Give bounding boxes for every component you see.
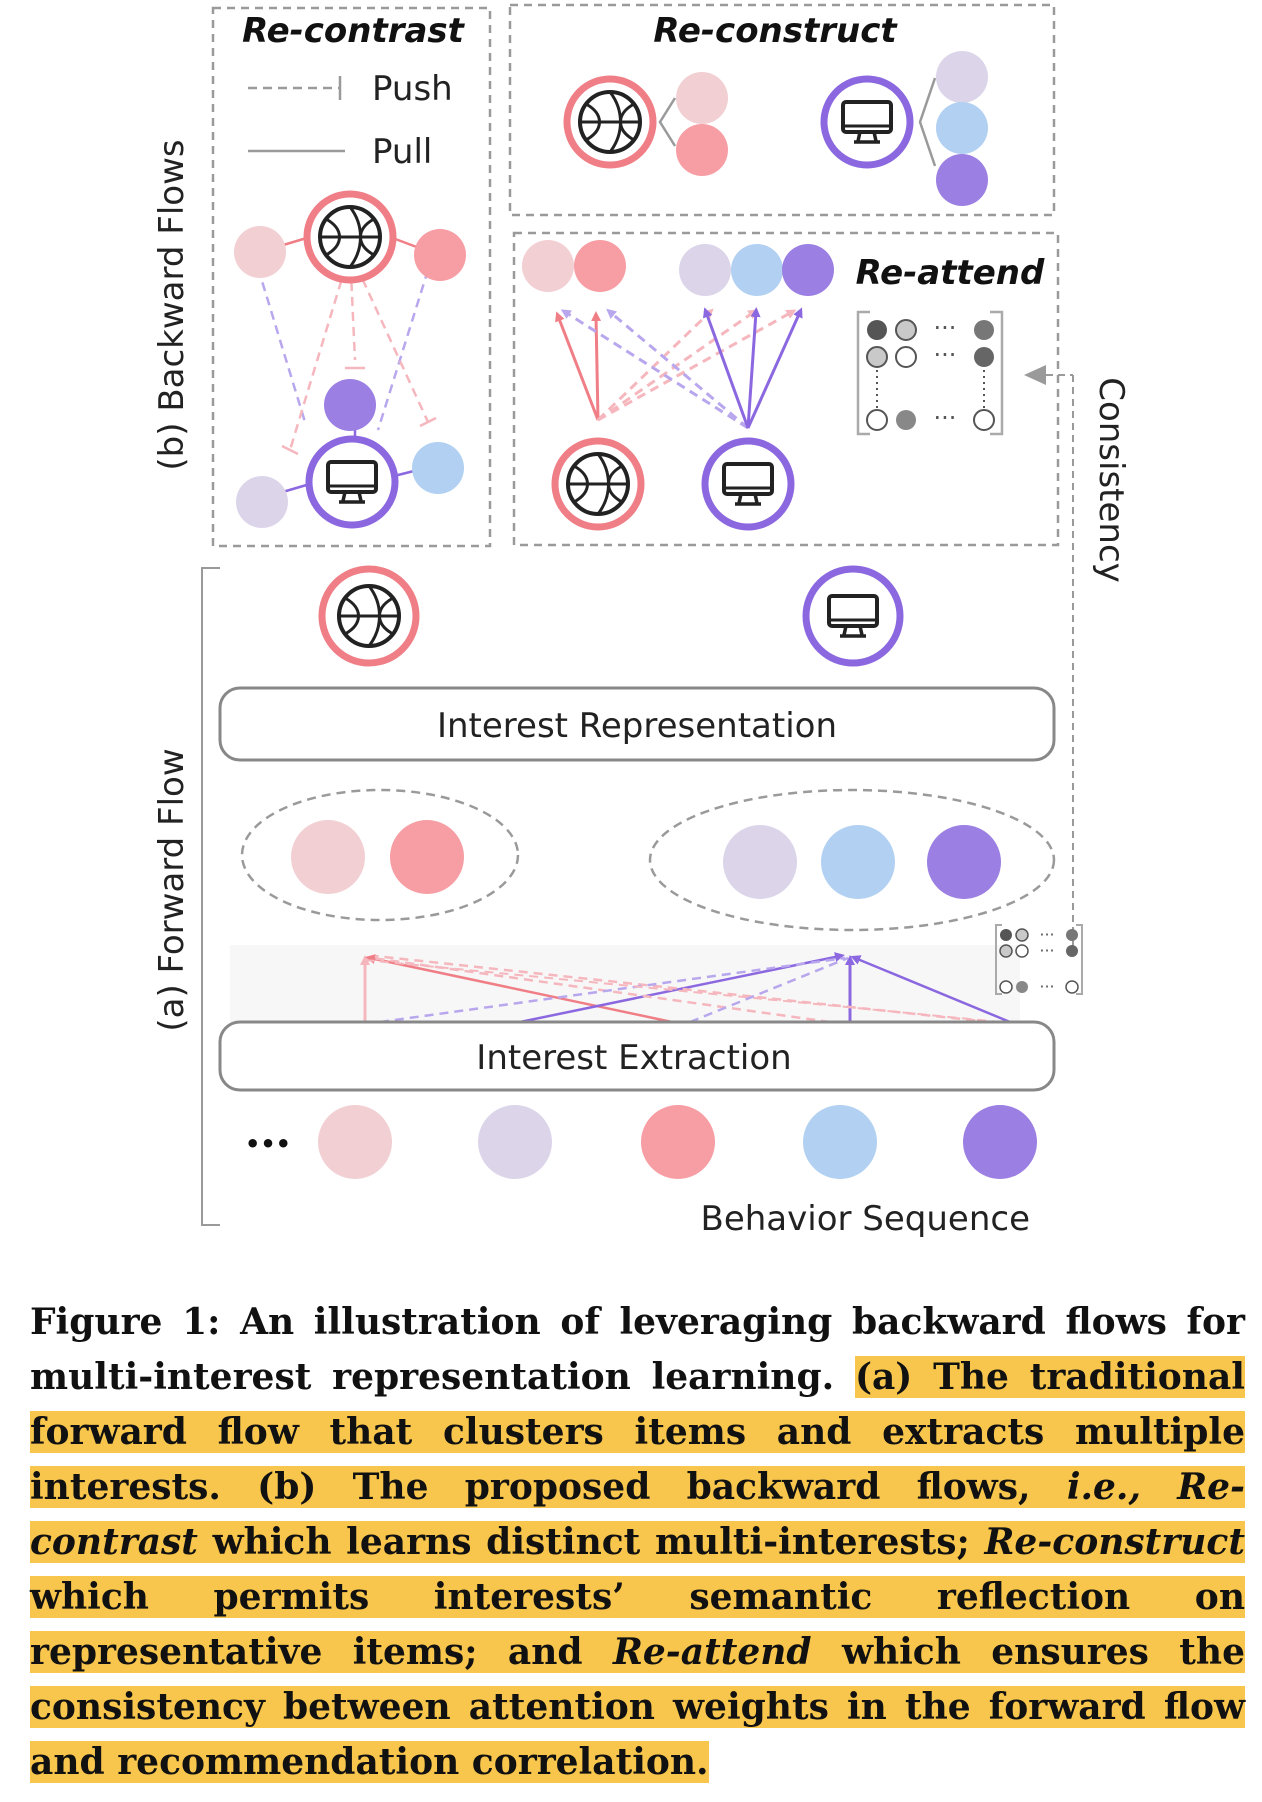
- attention-matrix-small: ··· ··· ···: [995, 924, 1083, 996]
- backward-flows-label: (b) Backward Flows: [152, 139, 192, 470]
- attention-arrow: [746, 307, 761, 429]
- attention-arrow: [606, 308, 749, 430]
- re-attend-box: [512, 231, 1060, 547]
- item-dot: [522, 240, 574, 292]
- svg-text:···: ···: [1039, 941, 1054, 960]
- interest-extraction-box: [218, 1020, 1056, 1092]
- svg-text:···: ···: [934, 314, 957, 342]
- push-line: [419, 416, 437, 428]
- svg-text:···: ···: [1039, 925, 1054, 944]
- item-dot: [412, 442, 464, 494]
- interest-representation-label: Interest Representation: [437, 706, 837, 746]
- forward-flow-bracket: [201, 567, 220, 1226]
- extraction-arrow: [850, 955, 1011, 1024]
- caption-ie: i.e.,: [1066, 1466, 1141, 1508]
- attention-arrow: [746, 307, 803, 429]
- behavior-item: [318, 1105, 392, 1179]
- caption-lead: Figure 1: An illustration of leveraging …: [30, 1301, 1245, 1398]
- figure-caption: Figure 1: An illustration of leveraging …: [30, 1295, 1245, 1790]
- item-dot: [936, 102, 988, 154]
- basketball-interest-icon: [551, 437, 645, 531]
- consistency-connector: [1068, 375, 1074, 949]
- monitor-interest-icon: [305, 435, 399, 529]
- interest-cluster: [240, 788, 520, 922]
- pull-legend-label: Pull: [372, 132, 432, 172]
- extraction-arrow: [364, 959, 1001, 1023]
- extraction-arrow: [365, 954, 673, 1024]
- extraction-arrow: [374, 954, 991, 1024]
- push-line: [376, 269, 430, 431]
- figure-diagram: (b) Backward Flows (a) Forward Flow Cons…: [152, 3, 1131, 1239]
- item-dot: [679, 244, 731, 296]
- caption-re-attend-desc: which ensures the consistency between at…: [30, 1631, 1245, 1783]
- push-line: [256, 267, 307, 423]
- re-contrast-title: Re-contrast: [242, 11, 466, 51]
- svg-text:···: ···: [1039, 977, 1054, 996]
- svg-text:···: ···: [934, 404, 957, 432]
- item-dot: [936, 51, 988, 103]
- caption-re-construct-desc: which permits interests’ semantic reflec…: [30, 1576, 1245, 1673]
- re-construct-title: Re-construct: [653, 11, 898, 51]
- push-legend-label: Push: [372, 69, 453, 109]
- item-dot: [731, 244, 783, 296]
- item-dot: [390, 820, 464, 894]
- behavior-item: [478, 1105, 552, 1179]
- behavior-item: [803, 1105, 877, 1179]
- item-dot: [574, 240, 626, 292]
- consistency-arrowhead: [1024, 365, 1046, 385]
- attention-arrow: [560, 309, 749, 430]
- item-dot: [291, 820, 365, 894]
- interest-extraction-label: Interest Extraction: [476, 1038, 791, 1078]
- item-dot: [723, 825, 797, 899]
- interest-cluster: [648, 788, 1056, 932]
- extraction-arrow: [379, 956, 846, 1024]
- item-dot: [676, 124, 728, 176]
- monitor-interest-icon: [701, 437, 795, 531]
- item-dot: [782, 244, 834, 296]
- re-construct-box: [508, 3, 1056, 217]
- behavior-item: [963, 1105, 1037, 1179]
- caption-re-construct: Re-construct: [984, 1521, 1245, 1563]
- basketball-interest-icon: [318, 565, 420, 667]
- monitor-interest-icon: [820, 75, 914, 169]
- attention-arrow: [703, 307, 750, 429]
- attention-matrix: ··· ··· ···: [856, 310, 1004, 436]
- re-attend-title: Re-attend: [856, 253, 1045, 293]
- caption-part-a: (a) The traditional forward flow that cl…: [30, 1356, 1245, 1508]
- caption-part-b: (b) The proposed backward flows,: [257, 1466, 1031, 1508]
- attention-arrow: [591, 311, 602, 421]
- reconstruct-bracket: [658, 97, 677, 147]
- behavior-item: [641, 1105, 715, 1179]
- item-dot: [676, 72, 728, 124]
- push-line: [288, 251, 352, 451]
- extraction-arrow: [689, 956, 849, 1024]
- basketball-interest-icon: [563, 75, 657, 169]
- attention-arrow: [555, 311, 600, 421]
- caption-re-contrast-desc: which learns distinct multi-interests;: [212, 1521, 970, 1563]
- push-line: [281, 444, 299, 456]
- item-dot: [234, 226, 286, 278]
- interest-representation-box: [218, 686, 1056, 762]
- forward-flow-label: (a) Forward Flow: [152, 748, 192, 1031]
- item-dot: [821, 825, 895, 899]
- monitor-interest-icon: [802, 565, 904, 667]
- consistency-label: Consistency: [1091, 377, 1131, 583]
- item-dot: [324, 379, 376, 431]
- item-dot: [236, 476, 288, 528]
- attention-arrow: [596, 308, 714, 422]
- svg-text:···: ···: [934, 341, 957, 369]
- caption-re-contrast: Re-contrast: [30, 1466, 1245, 1563]
- basketball-interest-icon: [303, 190, 397, 284]
- item-dot: [927, 825, 1001, 899]
- reconstruct-bracket: [918, 77, 937, 167]
- re-contrast-box: [211, 6, 492, 548]
- item-dot: [414, 229, 466, 281]
- extraction-arrow: [371, 956, 831, 1024]
- caption-re-attend: Re-attend: [612, 1631, 812, 1673]
- sequence-ellipsis: •••: [245, 1130, 291, 1158]
- attention-arrow: [597, 309, 797, 422]
- behavior-sequence-label: Behavior Sequence: [701, 1199, 1031, 1239]
- item-dot: [936, 154, 988, 206]
